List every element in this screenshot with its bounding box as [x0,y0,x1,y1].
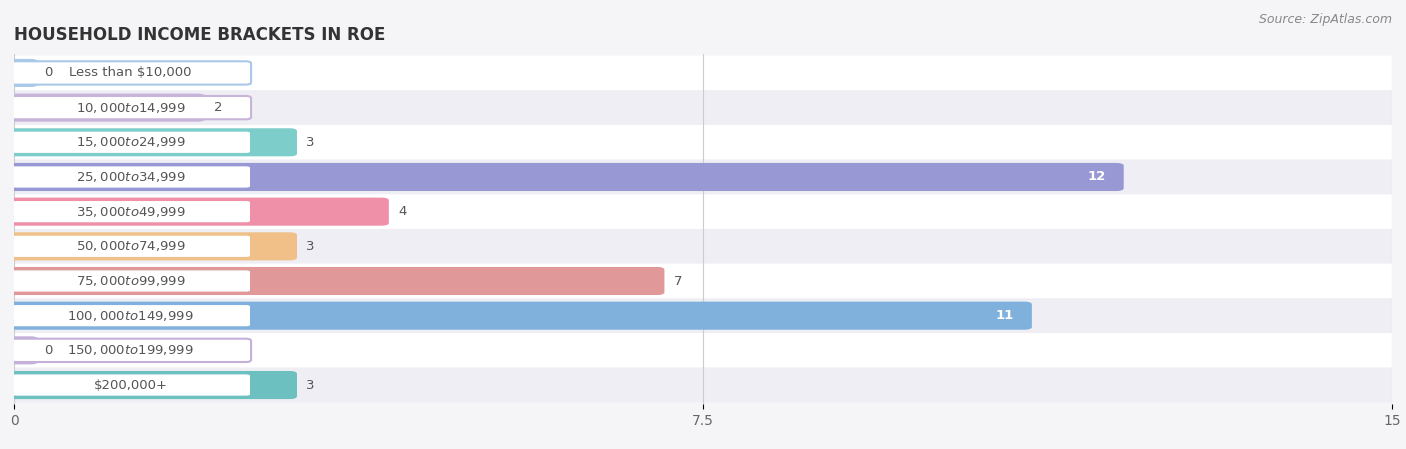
Text: 0: 0 [45,344,53,357]
FancyBboxPatch shape [7,336,38,365]
Text: $50,000 to $74,999: $50,000 to $74,999 [76,239,186,253]
FancyBboxPatch shape [7,232,297,260]
FancyBboxPatch shape [10,96,252,119]
FancyBboxPatch shape [10,131,252,154]
Text: 2: 2 [214,101,222,114]
FancyBboxPatch shape [14,368,1392,402]
FancyBboxPatch shape [7,371,297,399]
Text: HOUSEHOLD INCOME BRACKETS IN ROE: HOUSEHOLD INCOME BRACKETS IN ROE [14,26,385,44]
Text: Source: ZipAtlas.com: Source: ZipAtlas.com [1258,13,1392,26]
Text: 3: 3 [307,240,315,253]
Text: 4: 4 [398,205,406,218]
Text: Less than $10,000: Less than $10,000 [69,66,193,79]
FancyBboxPatch shape [14,56,1392,90]
FancyBboxPatch shape [14,194,1392,229]
Text: $75,000 to $99,999: $75,000 to $99,999 [76,274,186,288]
FancyBboxPatch shape [10,62,252,84]
Text: $200,000+: $200,000+ [94,379,167,392]
FancyBboxPatch shape [7,93,205,122]
FancyBboxPatch shape [7,163,1123,191]
FancyBboxPatch shape [14,298,1392,333]
FancyBboxPatch shape [14,229,1392,264]
Text: $100,000 to $149,999: $100,000 to $149,999 [67,308,194,323]
Text: $150,000 to $199,999: $150,000 to $199,999 [67,343,194,357]
Text: $15,000 to $24,999: $15,000 to $24,999 [76,135,186,150]
FancyBboxPatch shape [7,302,1032,330]
FancyBboxPatch shape [10,374,252,396]
Text: $10,000 to $14,999: $10,000 to $14,999 [76,101,186,114]
FancyBboxPatch shape [10,339,252,362]
FancyBboxPatch shape [14,90,1392,125]
FancyBboxPatch shape [14,125,1392,160]
FancyBboxPatch shape [14,333,1392,368]
Text: $25,000 to $34,999: $25,000 to $34,999 [76,170,186,184]
Text: 7: 7 [673,274,682,287]
Text: 3: 3 [307,136,315,149]
FancyBboxPatch shape [10,269,252,293]
FancyBboxPatch shape [10,304,252,327]
FancyBboxPatch shape [10,200,252,223]
FancyBboxPatch shape [10,235,252,258]
FancyBboxPatch shape [14,264,1392,298]
FancyBboxPatch shape [7,267,665,295]
Text: $35,000 to $49,999: $35,000 to $49,999 [76,205,186,219]
Text: 0: 0 [45,66,53,79]
FancyBboxPatch shape [7,128,297,156]
Text: 3: 3 [307,379,315,392]
FancyBboxPatch shape [14,160,1392,194]
FancyBboxPatch shape [7,198,389,226]
FancyBboxPatch shape [7,59,38,87]
Text: 12: 12 [1087,171,1105,184]
Text: 11: 11 [995,309,1014,322]
FancyBboxPatch shape [10,165,252,189]
